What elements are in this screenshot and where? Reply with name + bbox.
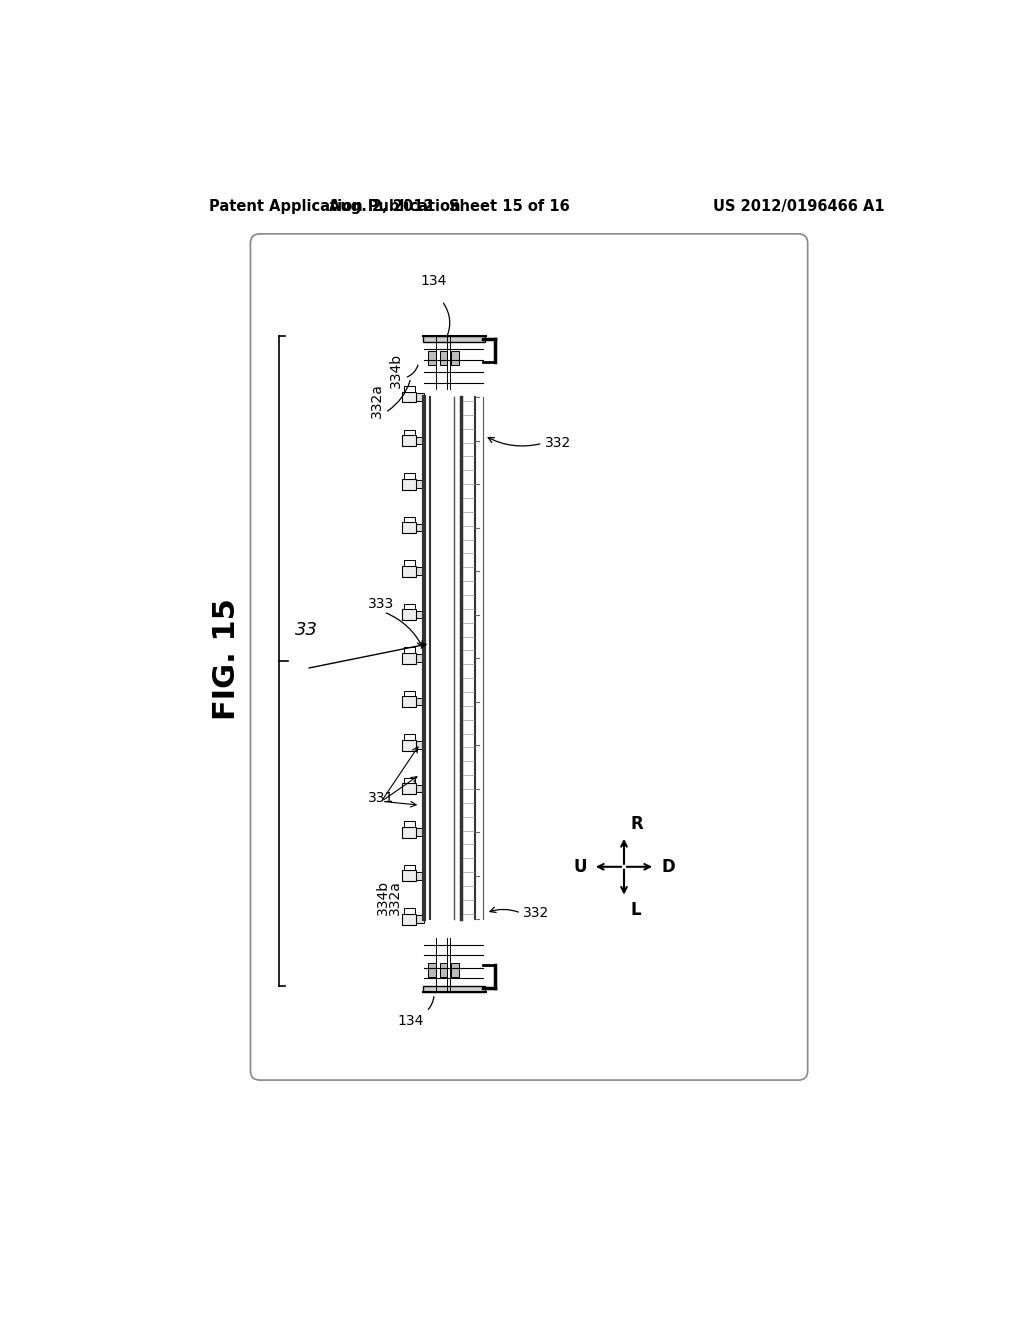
Bar	[402, 826, 417, 837]
Bar	[403, 517, 415, 523]
Text: Aug. 2, 2012   Sheet 15 of 16: Aug. 2, 2012 Sheet 15 of 16	[330, 198, 570, 214]
Bar	[403, 603, 415, 610]
Bar	[402, 479, 417, 490]
Text: 134: 134	[397, 1014, 424, 1028]
Text: 331: 331	[369, 791, 394, 804]
Bar	[403, 777, 415, 783]
Bar	[428, 351, 435, 364]
Bar	[452, 351, 459, 364]
Text: 334b: 334b	[389, 352, 403, 388]
Text: 334b: 334b	[376, 880, 390, 915]
Bar	[417, 742, 424, 748]
Text: US 2012/0196466 A1: US 2012/0196466 A1	[713, 198, 885, 214]
Bar	[402, 653, 417, 664]
Bar	[402, 696, 417, 708]
Text: 332: 332	[545, 437, 571, 450]
Bar	[403, 387, 415, 392]
Text: FIG. 15: FIG. 15	[212, 598, 241, 719]
Text: D: D	[662, 858, 675, 875]
Bar	[452, 964, 459, 977]
Text: 33: 33	[295, 620, 317, 639]
Bar	[417, 871, 424, 879]
Bar	[417, 611, 424, 619]
Text: Patent Application Publication: Patent Application Publication	[209, 198, 461, 214]
Bar	[423, 335, 484, 342]
Bar	[402, 783, 417, 795]
Bar	[403, 647, 415, 653]
Bar	[417, 437, 424, 445]
Bar	[403, 560, 415, 566]
Bar	[402, 392, 417, 403]
Bar	[402, 566, 417, 577]
Bar	[439, 351, 447, 364]
Bar	[403, 821, 415, 826]
Text: L: L	[630, 900, 641, 919]
Bar	[403, 474, 415, 479]
Text: 134: 134	[421, 273, 447, 288]
FancyBboxPatch shape	[251, 234, 808, 1080]
Bar	[403, 430, 415, 436]
Bar	[417, 480, 424, 488]
Text: 332a: 332a	[387, 880, 401, 915]
Bar	[417, 524, 424, 532]
Bar	[417, 785, 424, 792]
Bar	[423, 986, 484, 993]
Bar	[417, 568, 424, 576]
Bar	[402, 436, 417, 446]
Bar	[402, 739, 417, 751]
Bar	[402, 870, 417, 880]
Bar	[417, 393, 424, 401]
Bar	[403, 908, 415, 913]
Bar	[417, 698, 424, 705]
Bar	[417, 915, 424, 923]
Bar	[417, 829, 424, 836]
Bar	[403, 865, 415, 870]
Bar	[403, 690, 415, 696]
Bar	[402, 610, 417, 620]
Text: 332: 332	[523, 906, 550, 920]
Text: U: U	[573, 858, 587, 875]
Bar	[402, 523, 417, 533]
Bar	[402, 913, 417, 924]
Bar	[439, 964, 447, 977]
Bar	[417, 655, 424, 663]
Text: 332a: 332a	[370, 384, 384, 418]
Text: 333: 333	[369, 597, 394, 611]
Bar	[403, 734, 415, 739]
Text: R: R	[630, 814, 643, 833]
Bar	[428, 964, 435, 977]
